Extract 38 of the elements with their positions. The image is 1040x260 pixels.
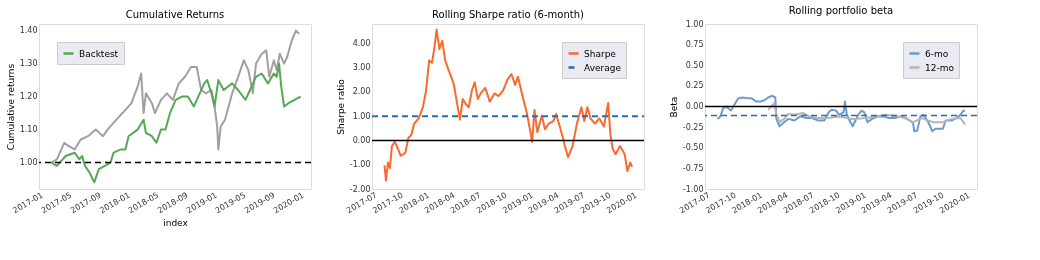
chart-title: Cumulative Returns	[125, 9, 225, 20]
x-axis-title: index	[163, 218, 189, 229]
y-tick-label: -1.00	[682, 184, 704, 194]
y-tick-label: 1.30	[19, 59, 38, 69]
y-tick-label: 0.25	[685, 81, 704, 91]
y-tick-label: -2.00	[349, 184, 371, 194]
y-tick-label: 1.00	[685, 19, 704, 29]
y-tick-label: 1.00	[19, 158, 38, 168]
y-tick-label: 0.50	[685, 60, 704, 70]
y-tick-label: 2.00	[352, 87, 371, 97]
line-series	[767, 102, 967, 126]
legend-label: Average	[584, 62, 622, 73]
y-tick-label: 3.00	[352, 63, 371, 73]
y-tick-label: -0.50	[682, 143, 704, 153]
y-axis-title: Sharpe ratio	[335, 78, 346, 135]
legend-label: 12-mo	[925, 62, 955, 73]
y-axis-title: Cumulative returns	[5, 63, 16, 151]
y-tick-label: 1.40	[19, 26, 38, 36]
y-tick-label: 1.10	[19, 125, 38, 135]
legend-label: Sharpe	[584, 48, 617, 59]
y-axis-title: Beta	[668, 96, 679, 118]
chart-title: Rolling Sharpe ratio (6-month)	[432, 9, 585, 20]
y-tick-label: 1.20	[19, 92, 38, 102]
y-tick-label: -0.75	[682, 163, 704, 173]
y-tick-label: -1.00	[349, 160, 371, 170]
y-tick-label: -0.25	[682, 122, 704, 132]
y-tick-label: 0.00	[685, 102, 704, 111]
y-tick-label: 0.00	[352, 135, 371, 145]
line-series	[50, 29, 301, 164]
y-tick-label: 1.00	[352, 111, 371, 121]
line-series	[50, 62, 302, 184]
legend-label: Backtest	[79, 48, 119, 59]
y-tick-label: 4.00	[352, 38, 371, 48]
chart-title: Rolling portfolio beta	[788, 5, 894, 16]
line-series	[716, 94, 967, 133]
legend-label: 6-mo	[925, 48, 949, 59]
y-tick-label: 0.75	[685, 40, 704, 50]
line-series	[383, 28, 634, 182]
